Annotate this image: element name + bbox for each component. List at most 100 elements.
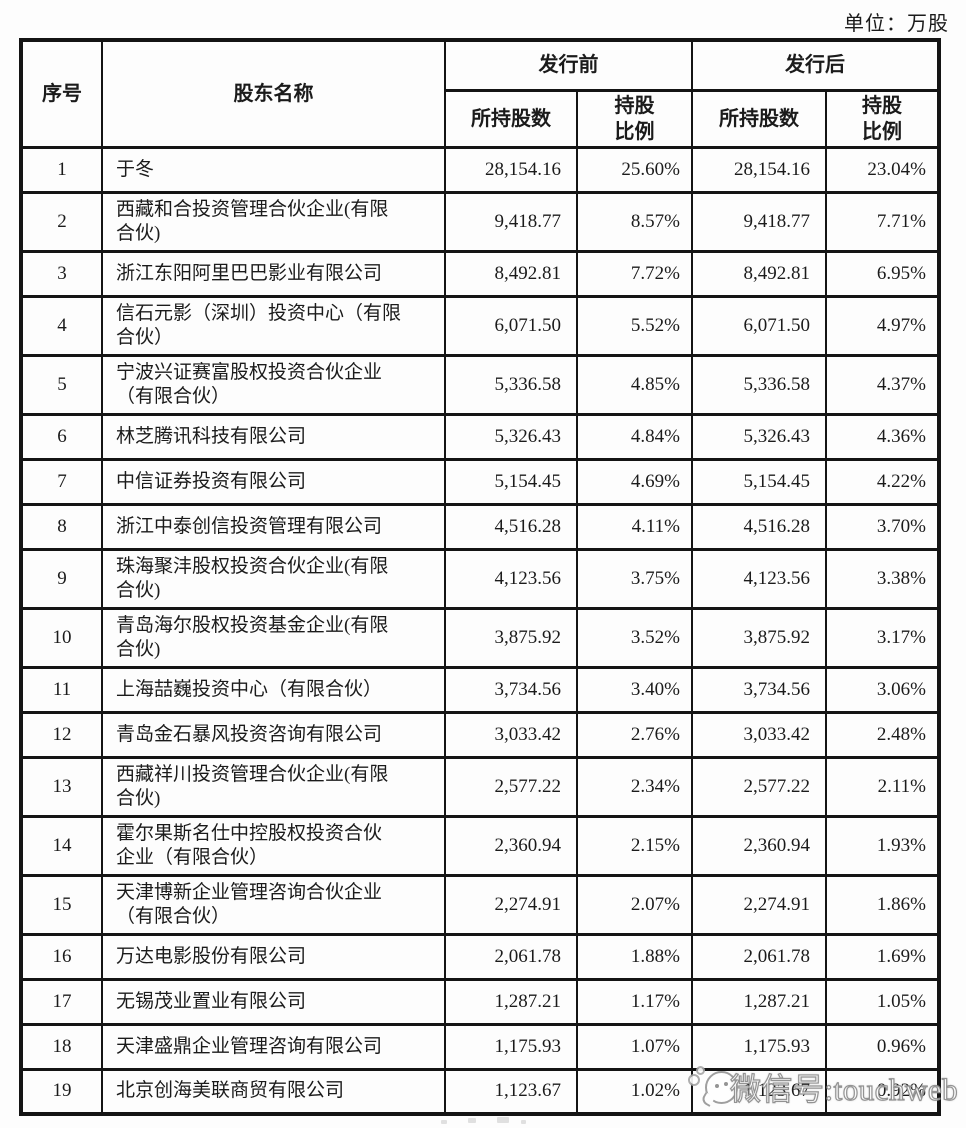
- cell-index: 4: [20, 294, 103, 357]
- cell-ratio-before: 4.11%: [576, 502, 693, 551]
- cell-shares-before: 1,123.67: [444, 1067, 578, 1116]
- cell-shareholder-name: 中信证券投资有限公司: [101, 457, 446, 506]
- cell-shares-before: 3,033.42: [444, 710, 578, 759]
- cell-shares-before: 8,492.81: [444, 249, 578, 298]
- cell-shares-after: 6,071.50: [691, 294, 827, 357]
- table-row: 16 万达电影股份有限公司 2,061.78 1.88% 2,061.78 1.69%: [20, 932, 940, 981]
- table-row: 8 浙江中泰创信投资管理有限公司 4,516.28 4.11% 4,516.28 3.70…: [20, 502, 940, 551]
- cell-ratio-after: 4.36%: [825, 412, 940, 461]
- cell-ratio-before: 4.84%: [576, 412, 693, 461]
- cell-index: 17: [20, 977, 103, 1026]
- header-row-groups: 序号 股东名称 发行前 发行后: [20, 38, 940, 149]
- cell-shares-before: 5,336.58: [444, 353, 578, 416]
- cell-ratio-after: 3.38%: [825, 547, 940, 610]
- table-row: 15 天津博新企业管理咨询合伙企业 （有限合伙） 2,274.91 2.07% 2,27…: [20, 873, 940, 936]
- cell-ratio-after: 2.11%: [825, 755, 940, 818]
- cell-ratio-before: 4.85%: [576, 353, 693, 416]
- cell-shareholder-name: 无锡茂业置业有限公司: [101, 977, 446, 1026]
- cell-index: 5: [20, 353, 103, 416]
- header-shares-held-post: 所持股数: [691, 88, 827, 149]
- cell-ratio-before: 1.88%: [576, 932, 693, 981]
- cell-ratio-before: 4.69%: [576, 457, 693, 506]
- cell-shares-before: 28,154.16: [444, 145, 578, 194]
- cell-shares-after: 3,734.56: [691, 665, 827, 714]
- cell-shares-before: 5,326.43: [444, 412, 578, 461]
- unit-label: 单位：万股: [844, 13, 949, 35]
- cell-index: 9: [20, 547, 103, 610]
- cell-ratio-before: 25.60%: [576, 145, 693, 194]
- cell-ratio-before: 5.52%: [576, 294, 693, 357]
- cell-shareholder-name: 西藏和合投资管理合伙企业(有限 合伙): [101, 190, 446, 253]
- table-row: 13 西藏祥川投资管理合伙企业(有限 合伙) 2,577.22 2.34% 2,577.…: [20, 755, 940, 818]
- header-ratio-post: 持股 比例: [825, 88, 940, 149]
- cell-ratio-before: 1.02%: [576, 1067, 693, 1116]
- cell-ratio-before: 7.72%: [576, 249, 693, 298]
- cell-ratio-after: 7.71%: [825, 190, 940, 253]
- table-row: 5 宁波兴证赛富股权投资合伙企业 （有限合伙） 5,336.58 4.85% 5,336…: [20, 353, 940, 416]
- cell-shares-after: 1,175.93: [691, 1022, 827, 1071]
- table-row: 19 北京创海美联商贸有限公司 1,123.67 1.02% 1,123.67 0.92%: [20, 1067, 940, 1116]
- header-post-issuance: 发行后: [691, 38, 940, 92]
- cell-shares-after: 8,492.81: [691, 249, 827, 298]
- cell-ratio-after: 1.86%: [825, 873, 940, 936]
- cell-ratio-before: 2.07%: [576, 873, 693, 936]
- cell-shares-after: 2,360.94: [691, 814, 827, 877]
- cell-shares-before: 6,071.50: [444, 294, 578, 357]
- cell-ratio-before: 3.75%: [576, 547, 693, 610]
- cell-ratio-after: 6.95%: [825, 249, 940, 298]
- cell-shares-before: 1,175.93: [444, 1022, 578, 1071]
- cell-shareholder-name: 上海喆巍投资中心（有限合伙）: [101, 665, 446, 714]
- cell-index: 10: [20, 606, 103, 669]
- cell-index: 1: [20, 145, 103, 194]
- cell-shares-after: 2,274.91: [691, 873, 827, 936]
- cell-shares-before: 5,154.45: [444, 457, 578, 506]
- cell-shares-before: 2,360.94: [444, 814, 578, 877]
- cell-shares-after: 2,061.78: [691, 932, 827, 981]
- cutoff-text-fragment: [497, 1117, 509, 1123]
- cell-ratio-after: 0.92%: [825, 1067, 940, 1116]
- cell-index: 3: [20, 249, 103, 298]
- cell-ratio-before: 8.57%: [576, 190, 693, 253]
- cell-index: 19: [20, 1067, 103, 1116]
- cell-shareholder-name: 西藏祥川投资管理合伙企业(有限 合伙): [101, 755, 446, 818]
- cell-ratio-after: 1.69%: [825, 932, 940, 981]
- header-ratio-pre: 持股 比例: [576, 88, 693, 149]
- cell-index: 14: [20, 814, 103, 877]
- cell-ratio-after: 3.06%: [825, 665, 940, 714]
- cell-shareholder-name: 浙江东阳阿里巴巴影业有限公司: [101, 249, 446, 298]
- header-shares-held-pre: 所持股数: [444, 88, 578, 149]
- cell-shares-after: 5,326.43: [691, 412, 827, 461]
- cell-ratio-before: 2.76%: [576, 710, 693, 759]
- cell-shareholder-name: 信石元影（深圳）投资中心（有限 合伙）: [101, 294, 446, 357]
- cell-ratio-before: 2.34%: [576, 755, 693, 818]
- header-pre-issuance: 发行前: [444, 38, 693, 92]
- cell-ratio-before: 2.15%: [576, 814, 693, 877]
- table-row: 11 上海喆巍投资中心（有限合伙） 3,734.56 3.40% 3,734.56 3.0…: [20, 665, 940, 714]
- cell-ratio-after: 1.93%: [825, 814, 940, 877]
- header-index: 序号: [20, 38, 103, 149]
- cell-shareholder-name: 青岛海尔股权投资基金企业(有限 合伙): [101, 606, 446, 669]
- cell-index: 7: [20, 457, 103, 506]
- table-row: 3 浙江东阳阿里巴巴影业有限公司 8,492.81 7.72% 8,492.81 6.95…: [20, 249, 940, 298]
- cell-ratio-after: 4.22%: [825, 457, 940, 506]
- table-row: 12 青岛金石暴风投资咨询有限公司 3,033.42 2.76% 3,033.42 2.4…: [20, 710, 940, 759]
- cell-shares-after: 5,154.45: [691, 457, 827, 506]
- cell-shares-before: 2,274.91: [444, 873, 578, 936]
- table-row: 1 于冬 28,154.16 25.60% 28,154.16 23.04%: [20, 145, 940, 194]
- cell-shareholder-name: 宁波兴证赛富股权投资合伙企业 （有限合伙）: [101, 353, 446, 416]
- table-row: 9 珠海聚沣股权投资合伙企业(有限 合伙) 4,123.56 3.75% 4,123.5…: [20, 547, 940, 610]
- cell-shares-after: 1,123.67: [691, 1067, 827, 1116]
- cell-shares-after: 4,123.56: [691, 547, 827, 610]
- cell-index: 6: [20, 412, 103, 461]
- cell-shares-before: 3,875.92: [444, 606, 578, 669]
- cell-shares-after: 4,516.28: [691, 502, 827, 551]
- cell-index: 16: [20, 932, 103, 981]
- cell-shares-before: 4,123.56: [444, 547, 578, 610]
- cell-ratio-after: 3.17%: [825, 606, 940, 669]
- cell-ratio-before: 1.17%: [576, 977, 693, 1026]
- cell-index: 15: [20, 873, 103, 936]
- cutoff-text-fragment: [468, 1118, 476, 1123]
- cell-ratio-before: 1.07%: [576, 1022, 693, 1071]
